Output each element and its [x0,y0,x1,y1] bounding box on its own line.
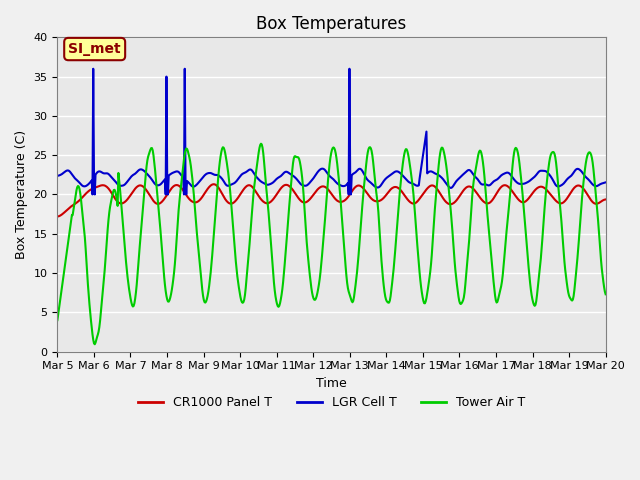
LGR Cell T [54,173,61,179]
Legend: CR1000 Panel T, LGR Cell T, Tower Air T: CR1000 Panel T, LGR Cell T, Tower Air T [132,391,531,414]
Tower Air T [177,191,184,197]
Y-axis label: Box Temperature (C): Box Temperature (C) [15,130,28,259]
Text: SI_met: SI_met [68,42,121,56]
LGR Cell T [602,180,609,185]
Tower Air T [121,241,129,247]
Tower Air T [63,245,71,251]
Tower Air T [54,317,61,323]
Line: CR1000 Panel T: CR1000 Panel T [58,184,605,216]
LGR Cell T [122,181,129,187]
Tower Air T [205,283,213,289]
Line: Tower Air T: Tower Air T [58,144,605,344]
LGR Cell T [206,170,214,176]
CR1000 Panel T [602,196,609,202]
CR1000 Panel T [54,214,61,219]
LGR Cell T [63,168,71,173]
Title: Box Temperatures: Box Temperatures [257,15,406,33]
Tower Air T [400,156,408,161]
Tower Air T [602,291,609,297]
CR1000 Panel T [120,200,127,205]
LGR Cell T [416,176,424,181]
CR1000 Panel T [205,185,212,191]
Tower Air T [416,270,424,276]
LGR Cell T [88,192,96,197]
X-axis label: Time: Time [316,377,347,390]
Tower Air T [257,141,265,146]
LGR Cell T [400,174,408,180]
CR1000 Panel T [63,207,71,213]
CR1000 Panel T [175,183,183,189]
LGR Cell T [177,172,185,178]
Tower Air T [91,341,99,347]
CR1000 Panel T [210,181,218,187]
CR1000 Panel T [415,197,422,203]
Line: LGR Cell T: LGR Cell T [58,69,605,194]
CR1000 Panel T [399,190,406,196]
LGR Cell T [90,66,97,72]
